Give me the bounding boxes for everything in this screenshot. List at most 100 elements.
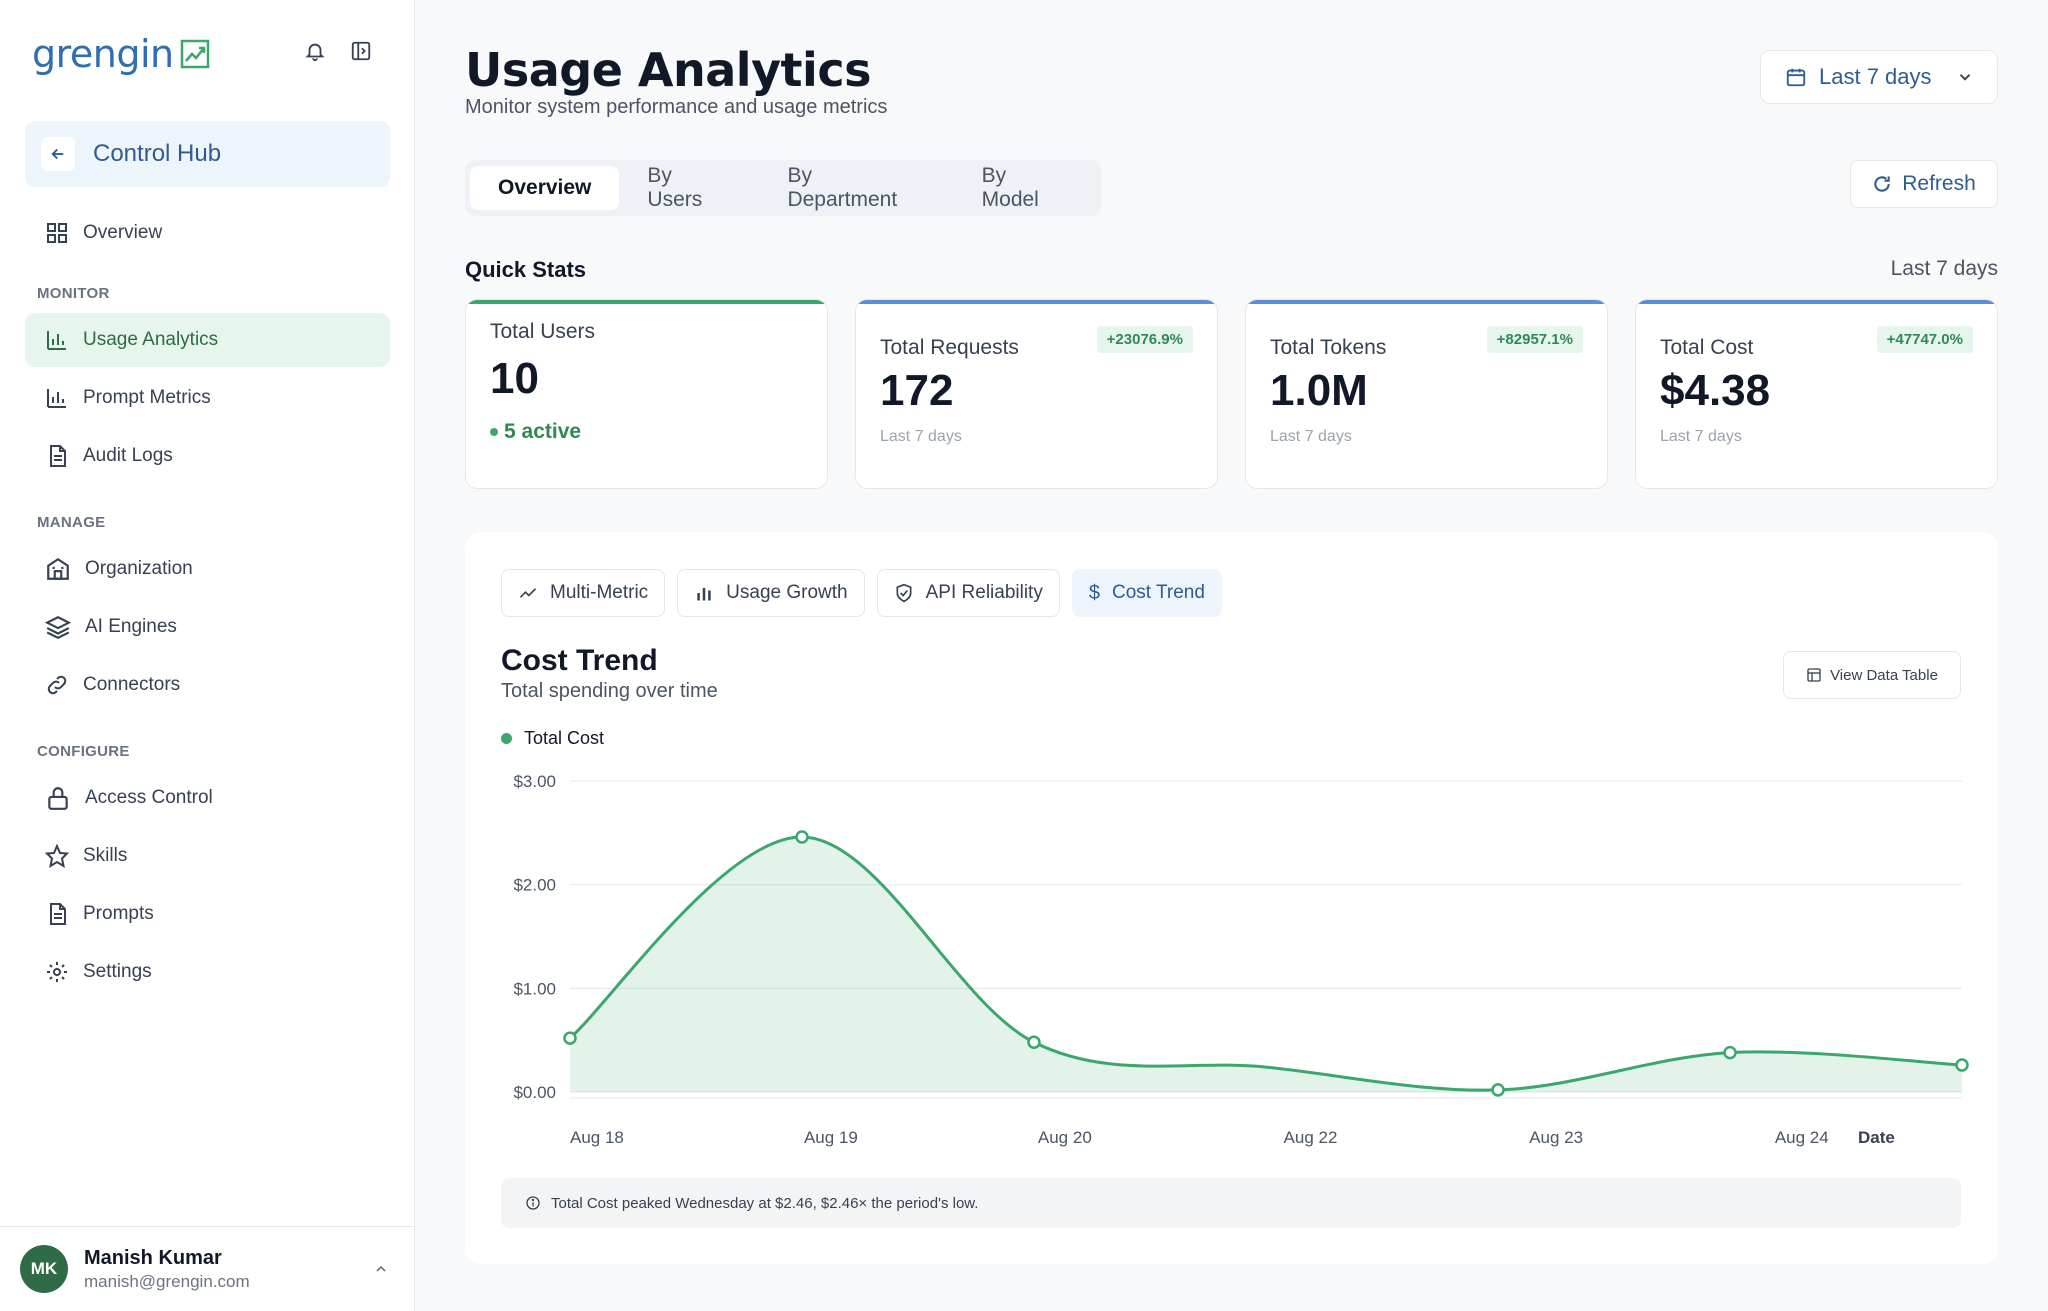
- sidebar-item-settings[interactable]: Settings: [25, 945, 390, 999]
- chart-tab-label: Multi-Metric: [550, 582, 649, 603]
- chevron-up-icon: [373, 1261, 389, 1277]
- table-icon: [1806, 667, 1822, 683]
- data-point: [1491, 1083, 1505, 1097]
- sidebar-item-label: Prompt Metrics: [83, 387, 211, 408]
- logo[interactable]: grengin: [32, 32, 210, 76]
- data-point: [795, 830, 809, 844]
- cost-trend-chart: $0.00 $1.00 $2.00 $3.00 Aug 18 Aug 19 Aug 20 Au…: [513, 772, 1969, 1147]
- chart-tab-label: Usage Growth: [726, 582, 848, 603]
- data-point: [563, 1031, 577, 1045]
- x-tick-label: Aug 18: [570, 1128, 624, 1147]
- sidebar-item-organization[interactable]: Organization: [25, 542, 390, 596]
- chart-tab-multi-metric[interactable]: Multi-Metric: [501, 569, 666, 617]
- sidebar-item-label: Usage Analytics: [83, 329, 219, 350]
- avatar: MK: [20, 1245, 68, 1293]
- series-area: [570, 836, 1962, 1092]
- date-range-select[interactable]: Last 7 days: [1760, 50, 1998, 104]
- sidebar-item-label: Prompts: [83, 903, 154, 924]
- sidebar-item-usage-analytics[interactable]: Usage Analytics: [25, 313, 390, 367]
- arrow-left-icon: [41, 137, 75, 171]
- date-range-label: Last 7 days: [1819, 64, 1932, 89]
- stat-card-total-requests: Total Requests +23076.9% 172 Last 7 days: [855, 299, 1218, 489]
- trend-line-icon: [518, 583, 538, 603]
- link-icon: [45, 673, 69, 697]
- view-data-table-label: View Data Table: [1830, 666, 1938, 684]
- trend-logo-icon: [180, 39, 210, 69]
- document-icon: [45, 444, 69, 468]
- sidebar-item-skills[interactable]: Skills: [25, 829, 390, 883]
- bar-chart-icon: [694, 583, 714, 603]
- stat-value: 1.0M: [1270, 366, 1368, 415]
- star-icon: [45, 844, 69, 868]
- gear-icon: [45, 960, 69, 984]
- user-email: manish@grengin.com: [84, 1271, 250, 1291]
- sidebar-item-label: Skills: [83, 845, 128, 866]
- refresh-button[interactable]: Refresh: [1850, 160, 1998, 208]
- y-tick-label: $0.00: [513, 1083, 556, 1102]
- tab-by-users[interactable]: By Users: [647, 164, 703, 211]
- section-configure: CONFIGURE: [37, 743, 130, 760]
- x-tick-label: Aug 19: [804, 1128, 858, 1147]
- page-subtitle: Monitor system performance and usage met…: [465, 96, 888, 118]
- active-users-note: 5 active: [490, 420, 581, 444]
- sidebar-item-access-control[interactable]: Access Control: [25, 771, 390, 825]
- sidebar: grengin Control Hub Overview MONITOR Usa…: [0, 0, 415, 1311]
- stat-note: Last 7 days: [1270, 428, 1352, 445]
- sidebar-item-connectors[interactable]: Connectors: [25, 658, 390, 712]
- view-data-table-button[interactable]: View Data Table: [1783, 651, 1961, 699]
- legend-label: Total Cost: [524, 728, 605, 748]
- sidebar-item-label: Overview: [83, 222, 163, 243]
- user-menu[interactable]: MK Manish Kumar manish@grengin.com: [0, 1226, 415, 1311]
- stat-label: Total Tokens: [1270, 336, 1387, 359]
- data-point: [1723, 1045, 1737, 1060]
- y-tick-label: $2.00: [513, 876, 556, 895]
- refresh-label: Refresh: [1902, 172, 1976, 195]
- control-hub-label: Control Hub: [93, 140, 222, 167]
- bar-chart-icon: [45, 328, 69, 352]
- chart-card: Multi-Metric Usage Growth API Reliabilit…: [465, 532, 1998, 1264]
- chart-tab-cost-trend[interactable]: $ Cost Trend: [1071, 569, 1222, 617]
- sidebar-item-overview[interactable]: Overview: [25, 206, 390, 260]
- stat-card-accent: [466, 300, 827, 304]
- logo-text: grengin: [32, 32, 174, 76]
- tab-overview[interactable]: Overview: [470, 166, 620, 210]
- user-name: Manish Kumar: [84, 1246, 222, 1269]
- sidebar-item-prompts[interactable]: Prompts: [25, 887, 390, 941]
- bell-icon[interactable]: [304, 40, 326, 62]
- x-tick-label: Aug 24: [1775, 1128, 1829, 1147]
- chevron-down-icon: [1956, 68, 1974, 86]
- section-manage: MANAGE: [37, 514, 106, 531]
- stat-card-total-tokens: Total Tokens +82957.1% 1.0M Last 7 days: [1245, 299, 1608, 489]
- info-icon: [525, 1195, 541, 1211]
- refresh-icon: [1872, 174, 1892, 194]
- data-point: [1027, 1035, 1041, 1049]
- sidebar-top-icons: [304, 40, 372, 62]
- view-tabs: Overview By Users By Department By Model: [465, 160, 1101, 216]
- quick-stats-title: Quick Stats: [465, 257, 587, 282]
- active-users-text: 5 active: [504, 420, 582, 443]
- document-icon: [45, 902, 69, 926]
- change-badge: +47747.0%: [1876, 326, 1973, 353]
- change-badge: +23076.9%: [1096, 326, 1193, 353]
- bar-chart-icon: [45, 386, 69, 410]
- chart-tab-usage-growth[interactable]: Usage Growth: [677, 569, 865, 617]
- control-hub-button[interactable]: Control Hub: [25, 121, 390, 187]
- chart-tab-label: API Reliability: [925, 582, 1043, 603]
- stat-label: Total Users: [490, 320, 596, 343]
- page-title: Usage Analytics: [465, 43, 871, 97]
- lock-icon: [45, 785, 71, 811]
- chart-tab-api-reliability[interactable]: API Reliability: [876, 569, 1060, 617]
- stat-note: Last 7 days: [1660, 428, 1742, 445]
- sidebar-toggle-icon[interactable]: [350, 40, 372, 62]
- stat-card-accent: [1246, 300, 1607, 304]
- stat-value: 10: [490, 354, 539, 403]
- y-tick-label: $3.00: [513, 772, 556, 791]
- sidebar-item-ai-engines[interactable]: AI Engines: [25, 600, 390, 654]
- sidebar-item-label: Settings: [83, 961, 152, 982]
- sidebar-item-prompt-metrics[interactable]: Prompt Metrics: [25, 371, 390, 425]
- sidebar-item-audit-logs[interactable]: Audit Logs: [25, 429, 390, 483]
- legend-swatch: [501, 733, 512, 744]
- tab-by-model[interactable]: By Model: [981, 164, 1039, 211]
- sidebar-item-label: Audit Logs: [83, 445, 173, 466]
- tab-by-department[interactable]: By Department: [787, 164, 898, 211]
